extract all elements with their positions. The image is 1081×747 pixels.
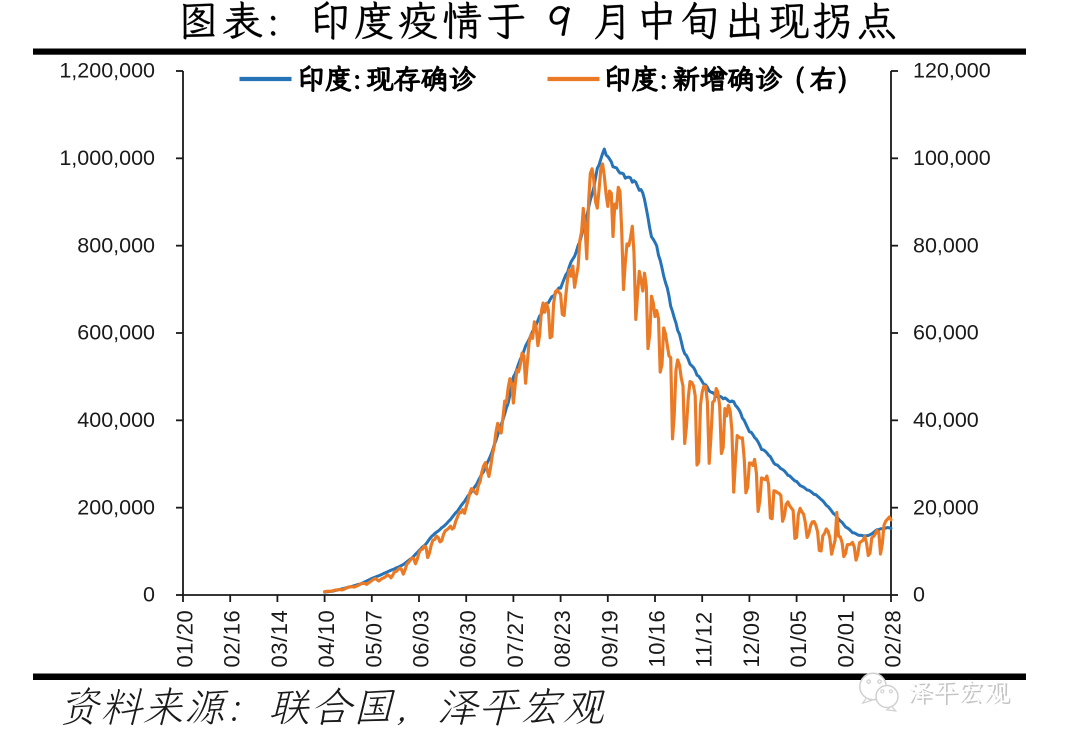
svg-text:800,000: 800,000 [77, 233, 155, 257]
svg-text:120,000: 120,000 [913, 59, 991, 83]
svg-text:400,000: 400,000 [77, 408, 155, 432]
svg-text:40,000: 40,000 [913, 408, 979, 432]
svg-text:10/16: 10/16 [645, 610, 670, 668]
svg-text:1,200,000: 1,200,000 [59, 59, 155, 83]
svg-text:1,000,000: 1,000,000 [59, 146, 155, 170]
svg-text:09/19: 09/19 [597, 610, 622, 668]
svg-text:600,000: 600,000 [77, 321, 155, 345]
svg-text:01/05: 01/05 [786, 610, 811, 668]
svg-text:06/30: 06/30 [456, 610, 481, 668]
svg-text:0: 0 [143, 583, 155, 607]
svg-text:08/23: 08/23 [550, 610, 575, 668]
svg-text:04/10: 04/10 [314, 610, 339, 668]
svg-text:03/14: 03/14 [267, 610, 292, 668]
svg-text:60,000: 60,000 [913, 321, 979, 345]
svg-text:0: 0 [913, 583, 925, 607]
svg-text:02/28: 02/28 [881, 610, 906, 668]
svg-text:01/20: 01/20 [173, 610, 198, 668]
svg-text:02/16: 02/16 [220, 610, 245, 668]
svg-text:100,000: 100,000 [913, 146, 991, 170]
svg-text:02/01: 02/01 [833, 610, 858, 668]
svg-text:11/12: 11/12 [692, 611, 717, 667]
svg-text:07/27: 07/27 [503, 610, 528, 668]
svg-text:05/07: 05/07 [361, 610, 386, 668]
svg-text:06/03: 06/03 [409, 610, 434, 668]
svg-text:20,000: 20,000 [913, 495, 979, 519]
svg-text:12/09: 12/09 [739, 610, 764, 668]
svg-text:200,000: 200,000 [77, 495, 155, 519]
svg-text:80,000: 80,000 [913, 233, 979, 257]
